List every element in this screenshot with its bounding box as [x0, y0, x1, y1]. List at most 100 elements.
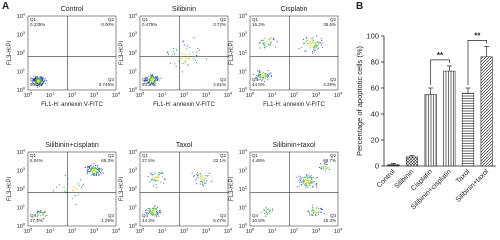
event-dot	[309, 40, 311, 42]
x-tick-label: 101	[46, 227, 55, 236]
event-cloud	[144, 171, 212, 217]
tick-base: 10	[246, 93, 252, 99]
tick-base: 10	[129, 70, 135, 76]
tick-base: 10	[136, 93, 142, 99]
event-dot	[203, 179, 205, 181]
tick-base: 10	[17, 70, 23, 76]
y-tick-label: 100	[129, 222, 138, 231]
tick-base: 10	[17, 206, 23, 212]
y-tick-label: 100	[17, 222, 26, 231]
event-dot	[318, 43, 320, 45]
x-tick-label: 104	[112, 91, 121, 100]
event-dot	[149, 78, 151, 80]
event-dot	[36, 79, 39, 81]
event-dot	[316, 45, 318, 47]
event-dot	[147, 82, 149, 84]
event-dot	[146, 81, 148, 83]
event-dot	[154, 84, 156, 86]
tick-base: 10	[17, 33, 23, 39]
tick-base: 10	[129, 33, 135, 39]
event-dot	[172, 54, 174, 56]
event-dot	[320, 44, 322, 46]
event-dot	[270, 42, 272, 44]
quadrant-value: 44.8%	[252, 82, 265, 87]
event-dot	[152, 73, 154, 75]
event-dot	[95, 171, 97, 173]
event-dot	[311, 180, 313, 183]
event-dot	[33, 78, 36, 80]
event-dot	[44, 79, 46, 81]
event-dot	[316, 177, 318, 179]
quadrant-name: Q1	[142, 17, 149, 22]
quadrant-value: 27.5%	[142, 158, 155, 163]
y-tick-label: 0	[375, 162, 379, 171]
event-dot	[258, 74, 260, 76]
event-dot	[252, 73, 254, 75]
event-dot	[157, 175, 159, 177]
x-tick-label: 103	[90, 227, 99, 236]
tick-exp: 4	[245, 12, 248, 17]
y-axis-label: FL3-H:PI	[229, 41, 235, 65]
event-dot	[150, 76, 152, 78]
event-dot	[93, 175, 95, 177]
event-dot	[308, 179, 310, 181]
event-dot	[267, 70, 269, 72]
event-dot	[176, 49, 178, 51]
event-dot	[204, 177, 206, 179]
event-dot	[255, 74, 257, 76]
event-dot	[266, 210, 268, 213]
quadrant-value: 16.3%	[252, 22, 265, 27]
event-dot	[35, 83, 37, 85]
event-dot	[39, 76, 41, 78]
event-dot	[264, 212, 266, 214]
event-dot	[39, 210, 42, 212]
event-dot	[40, 76, 42, 78]
event-dot	[267, 210, 269, 212]
event-dot	[149, 208, 151, 210]
bar	[443, 70, 456, 167]
event-dot	[145, 210, 147, 212]
event-dot	[264, 78, 266, 80]
event-dot	[310, 37, 312, 39]
event-dot	[149, 84, 151, 86]
tick-base: 10	[17, 224, 23, 230]
event-dot	[312, 42, 314, 44]
event-dot	[52, 190, 54, 192]
event-dot	[150, 82, 152, 84]
quadrant-value: 44.3%	[142, 218, 155, 223]
event-dot	[308, 182, 310, 184]
event-dot	[158, 211, 160, 213]
event-dot	[263, 74, 265, 76]
quadrant-value: 65.3%	[101, 158, 114, 163]
y-tick-label: 102	[17, 49, 26, 58]
event-dot	[309, 41, 311, 43]
tick-base: 10	[239, 33, 245, 39]
quadrant-name: Q2	[220, 17, 227, 22]
error-bar	[409, 155, 415, 157]
event-dot	[90, 169, 92, 171]
event-dot	[182, 41, 184, 43]
tick-exp: 3	[245, 166, 248, 171]
event-dot	[306, 184, 308, 186]
event-dot	[37, 211, 39, 213]
event-dot	[268, 38, 270, 40]
event-dot	[305, 179, 307, 181]
event-dot	[310, 176, 312, 178]
event-dot	[164, 179, 166, 181]
event-dot	[38, 83, 40, 85]
event-dot	[196, 174, 198, 177]
event-dot	[157, 79, 159, 81]
y-tick-label: 101	[129, 67, 138, 76]
quadrant-value: 27.4%	[30, 218, 43, 223]
event-dot	[152, 185, 155, 187]
event-dot	[204, 174, 206, 177]
y-tick-label: 40	[371, 110, 379, 119]
event-dot	[151, 179, 153, 181]
y-tick-label: 102	[17, 185, 26, 194]
event-dot	[272, 38, 274, 40]
event-dot	[312, 208, 314, 210]
x-tick-label: 100	[136, 227, 145, 236]
event-dot	[40, 85, 42, 87]
event-dot	[269, 44, 272, 46]
event-dot	[55, 186, 57, 188]
